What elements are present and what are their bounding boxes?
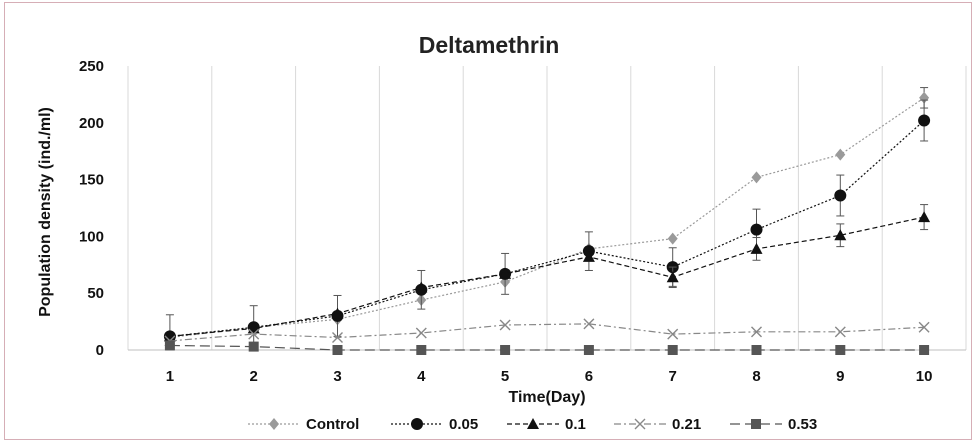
legend-item: 0.53 bbox=[730, 416, 817, 433]
legend-item: 0.05 bbox=[391, 416, 478, 433]
data-point bbox=[499, 319, 511, 331]
data-point bbox=[415, 327, 427, 339]
x-axis-title: Time(Day) bbox=[508, 389, 585, 406]
x-tick-label: 5 bbox=[501, 368, 509, 385]
series-0-21 bbox=[164, 318, 930, 347]
x-tick-label: 4 bbox=[417, 368, 426, 385]
data-point bbox=[500, 345, 511, 355]
chart-title: Deltamethrin bbox=[419, 32, 560, 58]
y-tick-label: 50 bbox=[87, 285, 104, 302]
series-line bbox=[169, 323, 925, 342]
series-line bbox=[169, 216, 925, 337]
x-tick-label: 2 bbox=[250, 368, 258, 385]
x-tick-label: 7 bbox=[669, 368, 677, 385]
data-point bbox=[248, 328, 260, 340]
tick-labels: 0 50 100 150 200 250 1 2 3 4 5 6 7 8 9 10 bbox=[79, 58, 932, 385]
x-tick-label: 3 bbox=[333, 368, 341, 385]
y-tick-label: 250 bbox=[79, 58, 104, 75]
data-point bbox=[834, 326, 846, 338]
data-point bbox=[834, 189, 847, 202]
legend-swatch-marker bbox=[411, 418, 423, 430]
y-tick-label: 150 bbox=[79, 172, 104, 189]
data-point bbox=[499, 267, 512, 279]
data-point bbox=[750, 223, 763, 236]
series-0-53 bbox=[164, 340, 930, 355]
data-point bbox=[750, 242, 763, 254]
data-point bbox=[331, 307, 344, 319]
x-tick-label: 1 bbox=[166, 368, 174, 385]
legend-label: 0.21 bbox=[672, 416, 701, 433]
data-point bbox=[751, 326, 762, 338]
legend-label: Control bbox=[306, 416, 359, 433]
legend-label: 0.05 bbox=[449, 416, 478, 433]
data-point bbox=[835, 148, 846, 161]
x-tick-label: 8 bbox=[752, 368, 760, 385]
y-tick-label: 0 bbox=[96, 342, 104, 359]
series-0-1 bbox=[163, 204, 931, 342]
data-point bbox=[918, 211, 931, 223]
legend-label: 0.53 bbox=[788, 416, 817, 433]
data-point bbox=[416, 345, 427, 355]
legend-item: 0.1 bbox=[507, 416, 586, 433]
legend-label: 0.1 bbox=[565, 416, 586, 433]
data-point bbox=[332, 332, 343, 343]
data-point bbox=[248, 341, 259, 352]
data-point bbox=[583, 345, 594, 355]
data-point bbox=[582, 250, 595, 262]
legend-swatch-marker bbox=[634, 418, 646, 430]
data-point bbox=[751, 171, 762, 184]
data-point bbox=[834, 229, 847, 241]
data-point bbox=[835, 345, 846, 355]
legend-swatch-marker bbox=[751, 419, 761, 429]
legend-swatch-marker bbox=[269, 418, 279, 430]
y-tick-label: 100 bbox=[79, 228, 104, 245]
data-point bbox=[415, 281, 428, 293]
grid-lines bbox=[127, 66, 967, 350]
legend-item: 0.21 bbox=[614, 416, 701, 433]
data-point bbox=[583, 318, 595, 330]
data-point bbox=[667, 232, 678, 245]
x-tick-label: 6 bbox=[585, 368, 593, 385]
y-axis-title: Population density (ind./ml) bbox=[37, 107, 54, 317]
y-tick-label: 200 bbox=[79, 115, 104, 132]
data-point bbox=[332, 345, 343, 355]
x-tick-label: 9 bbox=[836, 368, 844, 385]
legend: Control 0.05 0.1 0.21 0.53 bbox=[248, 416, 817, 433]
data-point bbox=[919, 345, 930, 355]
chart-frame bbox=[4, 2, 972, 440]
data-point bbox=[667, 328, 679, 340]
legend-item: Control bbox=[248, 416, 359, 433]
data-point bbox=[751, 345, 762, 355]
data-point bbox=[667, 345, 678, 355]
data-point bbox=[918, 321, 930, 333]
legend-swatch-marker bbox=[527, 418, 539, 429]
x-tick-label: 10 bbox=[916, 368, 933, 385]
series-line bbox=[169, 120, 925, 337]
data-point bbox=[918, 114, 931, 127]
data-point bbox=[666, 271, 679, 283]
series-line bbox=[169, 344, 925, 351]
data-point bbox=[164, 340, 175, 351]
data-point bbox=[919, 91, 930, 104]
series-layer bbox=[163, 87, 931, 355]
